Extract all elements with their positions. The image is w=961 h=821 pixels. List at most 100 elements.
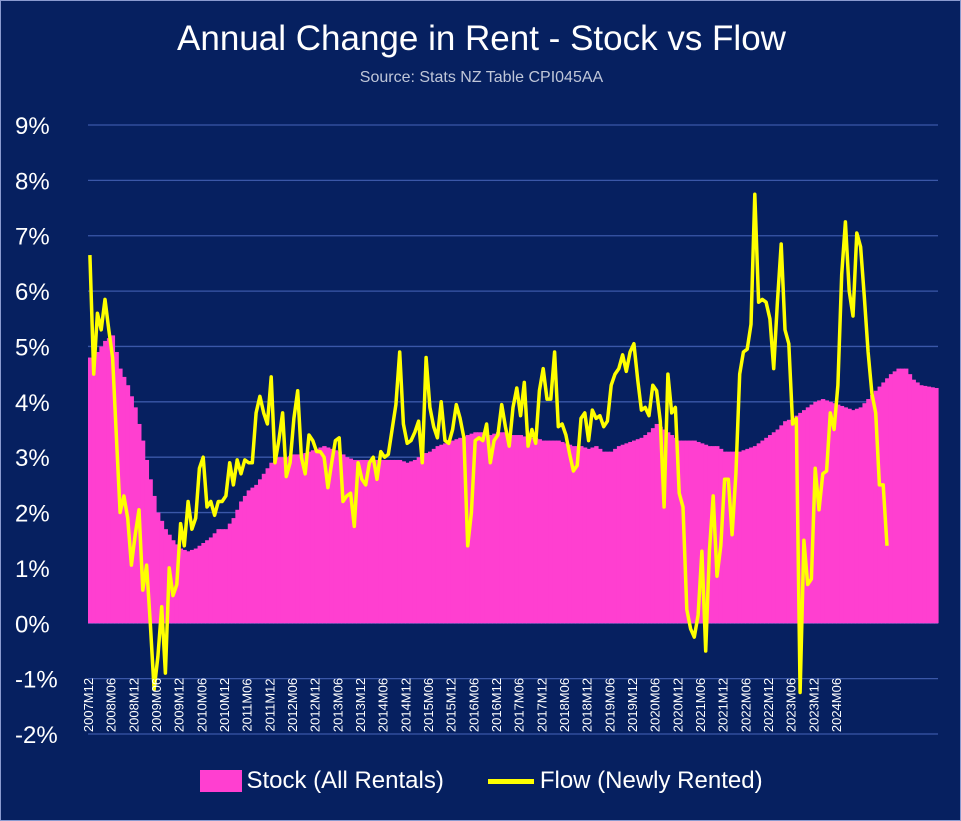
chart-subtitle: Source: Stats NZ Table CPI045AA — [359, 69, 604, 86]
stock-bar — [839, 405, 845, 624]
stock-bar — [783, 421, 788, 624]
stock-bar — [760, 440, 765, 624]
stock-bar — [824, 400, 830, 624]
x-tick-label: 2012M12 — [308, 678, 323, 732]
stock-bar — [156, 512, 161, 624]
stock-bar — [647, 432, 652, 624]
stock-bar — [571, 446, 576, 624]
legend-item-stock: Stock (All Rentals) — [200, 767, 444, 795]
stock-bar — [877, 386, 882, 624]
x-tick-label: 2008M12 — [126, 678, 141, 732]
stock-bar — [288, 455, 293, 624]
stock-bar — [624, 443, 629, 624]
stock-bar — [125, 385, 131, 624]
x-tick-label: 2011M06 — [240, 678, 255, 731]
stock-bar — [885, 378, 890, 624]
stock-bar — [360, 459, 365, 624]
stock-bar — [749, 447, 754, 624]
stock-bar — [159, 520, 165, 624]
stock-bar — [333, 450, 338, 624]
stock-bar — [526, 437, 531, 624]
x-tick-label: 2015M06 — [421, 678, 436, 732]
y-tick-label: 5% — [15, 334, 50, 361]
stock-bar — [310, 450, 316, 624]
stock-bar — [677, 440, 682, 624]
y-tick-label: 6% — [15, 279, 50, 306]
legend: Stock (All Rentals) Flow (Newly Rented) — [1, 767, 961, 795]
stock-bar — [734, 451, 739, 624]
stock-bar — [639, 437, 644, 624]
stock-bar — [737, 451, 743, 624]
flow-line-series — [88, 192, 889, 695]
stock-bar — [662, 429, 667, 624]
x-tick-label: 2008M06 — [104, 678, 119, 732]
stock-bar — [541, 440, 546, 624]
y-tick-label: 1% — [15, 556, 50, 583]
stock-bar — [280, 457, 286, 624]
stock-bar — [741, 450, 746, 624]
stock-bar — [620, 444, 626, 624]
x-tick-label: 2018M12 — [580, 678, 595, 732]
stock-bar — [616, 446, 622, 624]
stock-bar — [779, 425, 784, 624]
x-tick-label: 2015M12 — [444, 678, 459, 732]
stock-bar — [163, 529, 168, 624]
stock-swatch-icon — [200, 770, 243, 792]
x-tick-label: 2012M06 — [285, 678, 300, 732]
legend-label-flow: Flow (Newly Rented) — [539, 767, 763, 794]
stock-bar — [858, 407, 864, 624]
stock-bar — [768, 435, 773, 624]
x-axis-ticks: 2007M12 2008M06 2008M12 2009M06 2009M12 2010M… — [81, 678, 844, 732]
stock-bar — [533, 437, 539, 624]
stock-bar — [522, 436, 527, 624]
stock-bar — [564, 443, 569, 624]
stock-bar — [809, 404, 814, 624]
stock-bar — [590, 447, 595, 624]
x-tick-label: 2009M12 — [172, 678, 187, 732]
stock-bar — [730, 451, 735, 624]
stock-bar — [106, 338, 112, 624]
stock-bar — [208, 537, 214, 624]
stock-bar — [378, 459, 384, 624]
stock-bar — [820, 399, 826, 624]
stock-bar — [628, 441, 633, 624]
x-tick-label: 2011M12 — [262, 678, 277, 731]
x-tick-label: 2010M06 — [194, 678, 209, 732]
stock-bar — [488, 435, 493, 624]
stock-bar — [775, 429, 780, 624]
stock-bar — [182, 549, 187, 624]
stock-bar — [254, 484, 259, 624]
stock-bar — [518, 435, 524, 624]
stock-bar — [435, 446, 440, 624]
stock-bar — [133, 407, 138, 624]
y-tick-label: 7% — [15, 224, 50, 251]
stock-bar — [473, 432, 478, 624]
stock-bar — [514, 435, 520, 624]
stock-bar — [318, 447, 323, 624]
stock-bar — [348, 458, 354, 624]
stock-bar — [344, 457, 350, 624]
stock-bar — [926, 386, 932, 624]
stock-bar — [752, 446, 758, 624]
stock-bar — [193, 548, 199, 624]
stock-bar — [239, 501, 244, 624]
stock-bar — [643, 435, 648, 624]
stock-bar — [458, 437, 463, 624]
stock-bar — [462, 436, 467, 624]
stock-bar — [484, 433, 490, 624]
stock-bar — [919, 385, 924, 624]
stock-bar — [356, 459, 361, 624]
x-tick-label: 2021M06 — [693, 678, 708, 732]
stock-bar — [552, 440, 558, 624]
stock-bar — [450, 440, 456, 624]
stock-bar — [802, 410, 807, 624]
stock-area-series — [88, 335, 939, 624]
stock-bar — [235, 509, 240, 624]
stock-bar — [560, 441, 565, 624]
stock-bar — [511, 435, 516, 624]
stock-bar — [601, 451, 607, 624]
stock-bar — [314, 448, 320, 624]
stock-bar — [416, 457, 422, 624]
stock-bar — [295, 454, 301, 624]
